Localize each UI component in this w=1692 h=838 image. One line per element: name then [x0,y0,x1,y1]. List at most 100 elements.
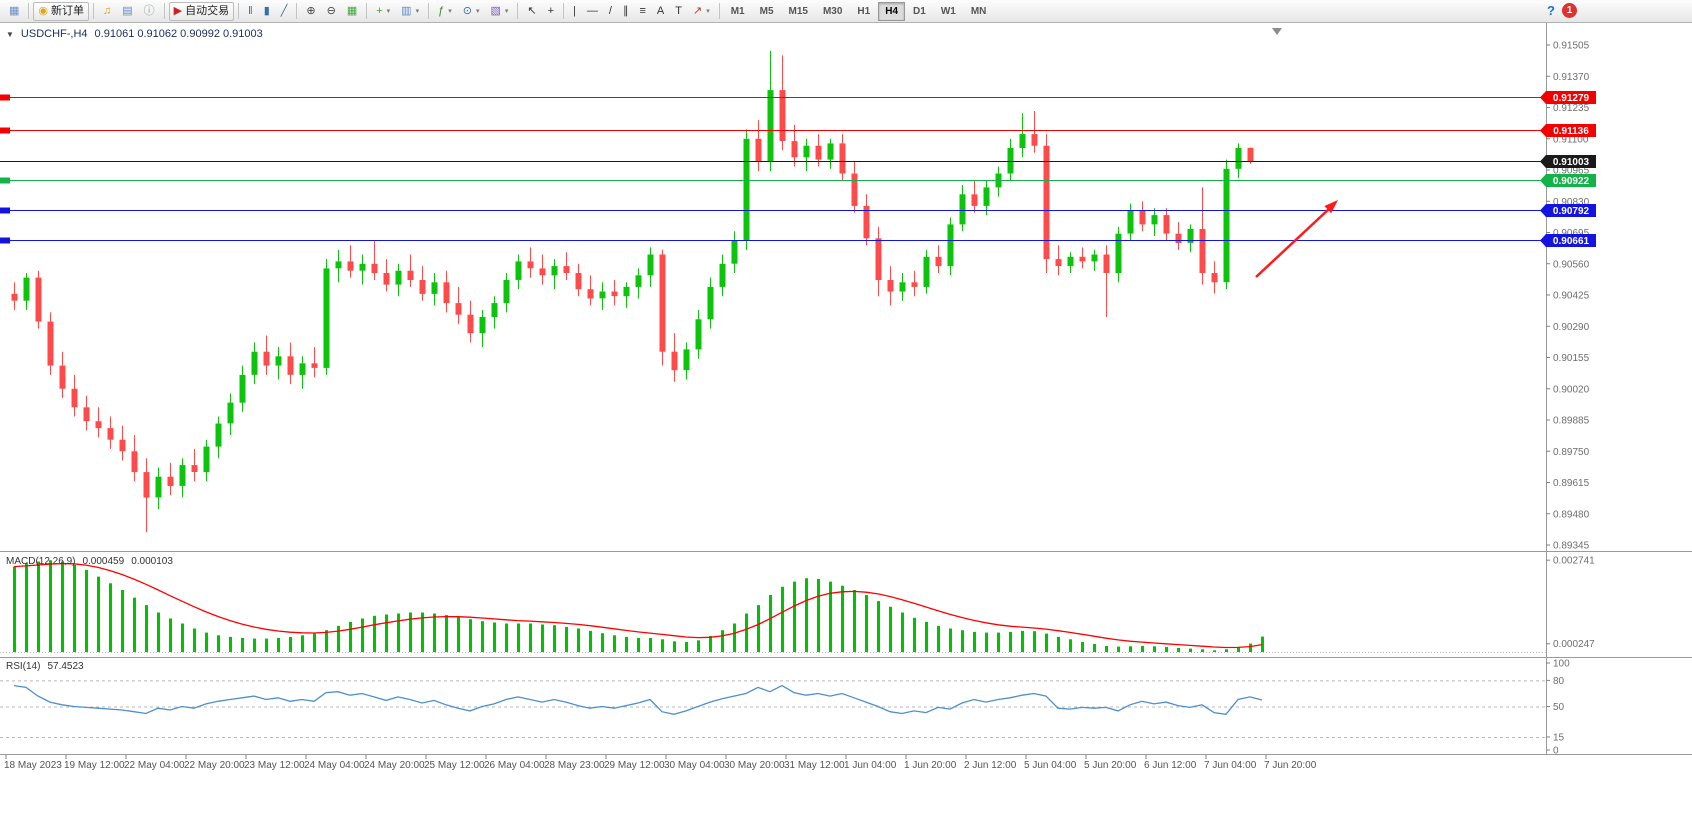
bearish-candle [1139,210,1146,225]
bullish-candle [215,423,222,447]
arrow-annotation-head[interactable] [1324,200,1338,214]
symbol-ohlc-line: ▼ USDCHF-,H4 0.91061 0.91062 0.90992 0.9… [6,28,263,40]
bearish-candle [263,351,270,366]
horizontal-line-button[interactable]: — [582,2,603,21]
line-mode-button[interactable]: ╱ [276,2,293,21]
bars-mode-button[interactable]: ‖ [243,2,258,21]
market-depth-icon: ▤ [122,4,133,17]
rsi-axis-label: 15 [1553,732,1565,743]
autotrading-icon: ▶ [173,4,183,17]
timeframe-button-h1[interactable]: H1 [850,2,877,21]
time-axis-label: 26 May 04:00 [484,760,545,771]
templates-button[interactable]: ▧ ▾ [485,2,513,21]
profiles-button[interactable]: ▥ ▾ [396,2,424,21]
fibonacci-button[interactable]: ≡ [634,2,650,21]
bullish-candle [1067,256,1074,267]
arrow-annotation-shaft[interactable] [1255,207,1331,278]
bearish-candle [35,277,42,322]
bullish-candle [359,263,366,271]
periods-button[interactable]: ⊙ ▾ [458,2,485,21]
bullish-candle [395,270,402,285]
hline-left-handle[interactable] [0,94,10,101]
price-axis-label: 0.90965 [1553,166,1590,177]
bullish-candle [299,363,306,375]
bearish-candle [527,261,534,269]
bullish-candle [251,351,258,375]
bearish-candle [791,141,798,158]
hline-left-handle[interactable] [0,177,10,184]
autotrading-button-label: 自动交易 [185,4,230,17]
time-axis-label: 18 May 2023 [4,760,62,771]
tile-windows-button[interactable]: ▦ [342,2,362,21]
toolbar-separator [28,3,30,19]
bearish-candle [95,421,102,429]
label-button[interactable]: T [670,2,687,21]
timeframe-button-m5[interactable]: M5 [753,2,781,21]
tile-windows-icon: ▦ [346,4,358,17]
timeframe-button-mn[interactable]: MN [964,2,994,21]
new-chart-button[interactable]: + ▾ [371,2,395,21]
vertical-line-button[interactable]: | [568,2,581,21]
channel-button[interactable]: ∥ [618,2,634,21]
bearish-candle [455,303,462,315]
timeframe-button-h4[interactable]: H4 [878,1,906,21]
candles-mode-button[interactable]: ▮ [259,2,275,21]
bullish-candle [155,476,162,498]
price-tag-notch [1540,204,1546,217]
bearish-candle [1163,215,1170,234]
time-axis-label: 29 May 12:00 [604,760,665,771]
arrows-button[interactable]: ↗ ▾ [688,2,715,21]
rsi-axis-label: 100 [1553,659,1570,670]
chart-window-button[interactable]: ▦ [4,2,24,21]
bullish-candle [179,465,186,486]
bearish-candle [11,293,18,301]
bearish-candle [467,314,474,334]
alerts-sound-button[interactable]: ♫ [98,2,116,21]
ohlc-collapse-icon[interactable]: ▼ [6,29,14,39]
bearish-candle [131,451,138,473]
price-axis-label: 0.91100 [1553,134,1589,145]
bullish-candle [323,268,330,368]
trendline-button[interactable]: / [604,2,617,21]
rsi-value: 57.4523 [47,661,84,672]
bullish-candle [431,282,438,294]
zoom-out-button[interactable]: ⊖ [322,2,341,21]
autotrading-button[interactable]: ▶ 自动交易 [168,1,235,21]
price-axis-label: 0.90425 [1553,291,1590,302]
market-depth-button[interactable]: ▤ [117,2,137,21]
new-order-button[interactable]: ◉ 新订单 [33,1,90,21]
hline-left-handle[interactable] [0,127,10,134]
crosshair-button[interactable]: + [543,2,559,21]
price-tag-label: 0.91003 [1553,157,1590,168]
hline-left-handle[interactable] [0,237,10,244]
bearish-candle [1031,134,1038,146]
help-icon[interactable]: ? [1547,3,1555,18]
community-button[interactable]: ⓘ [139,2,160,21]
price-tag [1546,155,1596,168]
notification-badge[interactable]: 1 [1562,3,1577,18]
timeframe-button-d1[interactable]: D1 [906,2,933,21]
timeframe-button-m15[interactable]: M15 [782,2,815,21]
zoom-out-icon: ⊖ [326,4,336,17]
toolbar-separator [93,3,95,19]
text-button[interactable]: A [652,2,669,21]
cursor-button[interactable]: ↖ [522,2,541,21]
timeframe-button-m1[interactable]: M1 [724,2,752,21]
rsi-indicator-label: RSI(14) 57.4523 [6,661,84,672]
label-icon: T [675,4,682,17]
bearish-candle [1055,259,1062,266]
trendline-icon: / [608,4,612,17]
bearish-candle [911,282,918,287]
bullish-candle [647,254,654,276]
hline-left-handle[interactable] [0,207,10,214]
chart-shift-marker[interactable] [1272,28,1282,35]
timeframe-button-m30[interactable]: M30 [816,2,849,21]
timeframe-button-w1[interactable]: W1 [934,2,963,21]
indicators-button[interactable]: ƒ ▾ [433,2,457,21]
zoom-in-button[interactable]: ⊕ [301,2,320,21]
bearish-candle [1175,233,1182,243]
bearish-candle [1043,145,1050,260]
toolbar-separator [428,3,430,19]
